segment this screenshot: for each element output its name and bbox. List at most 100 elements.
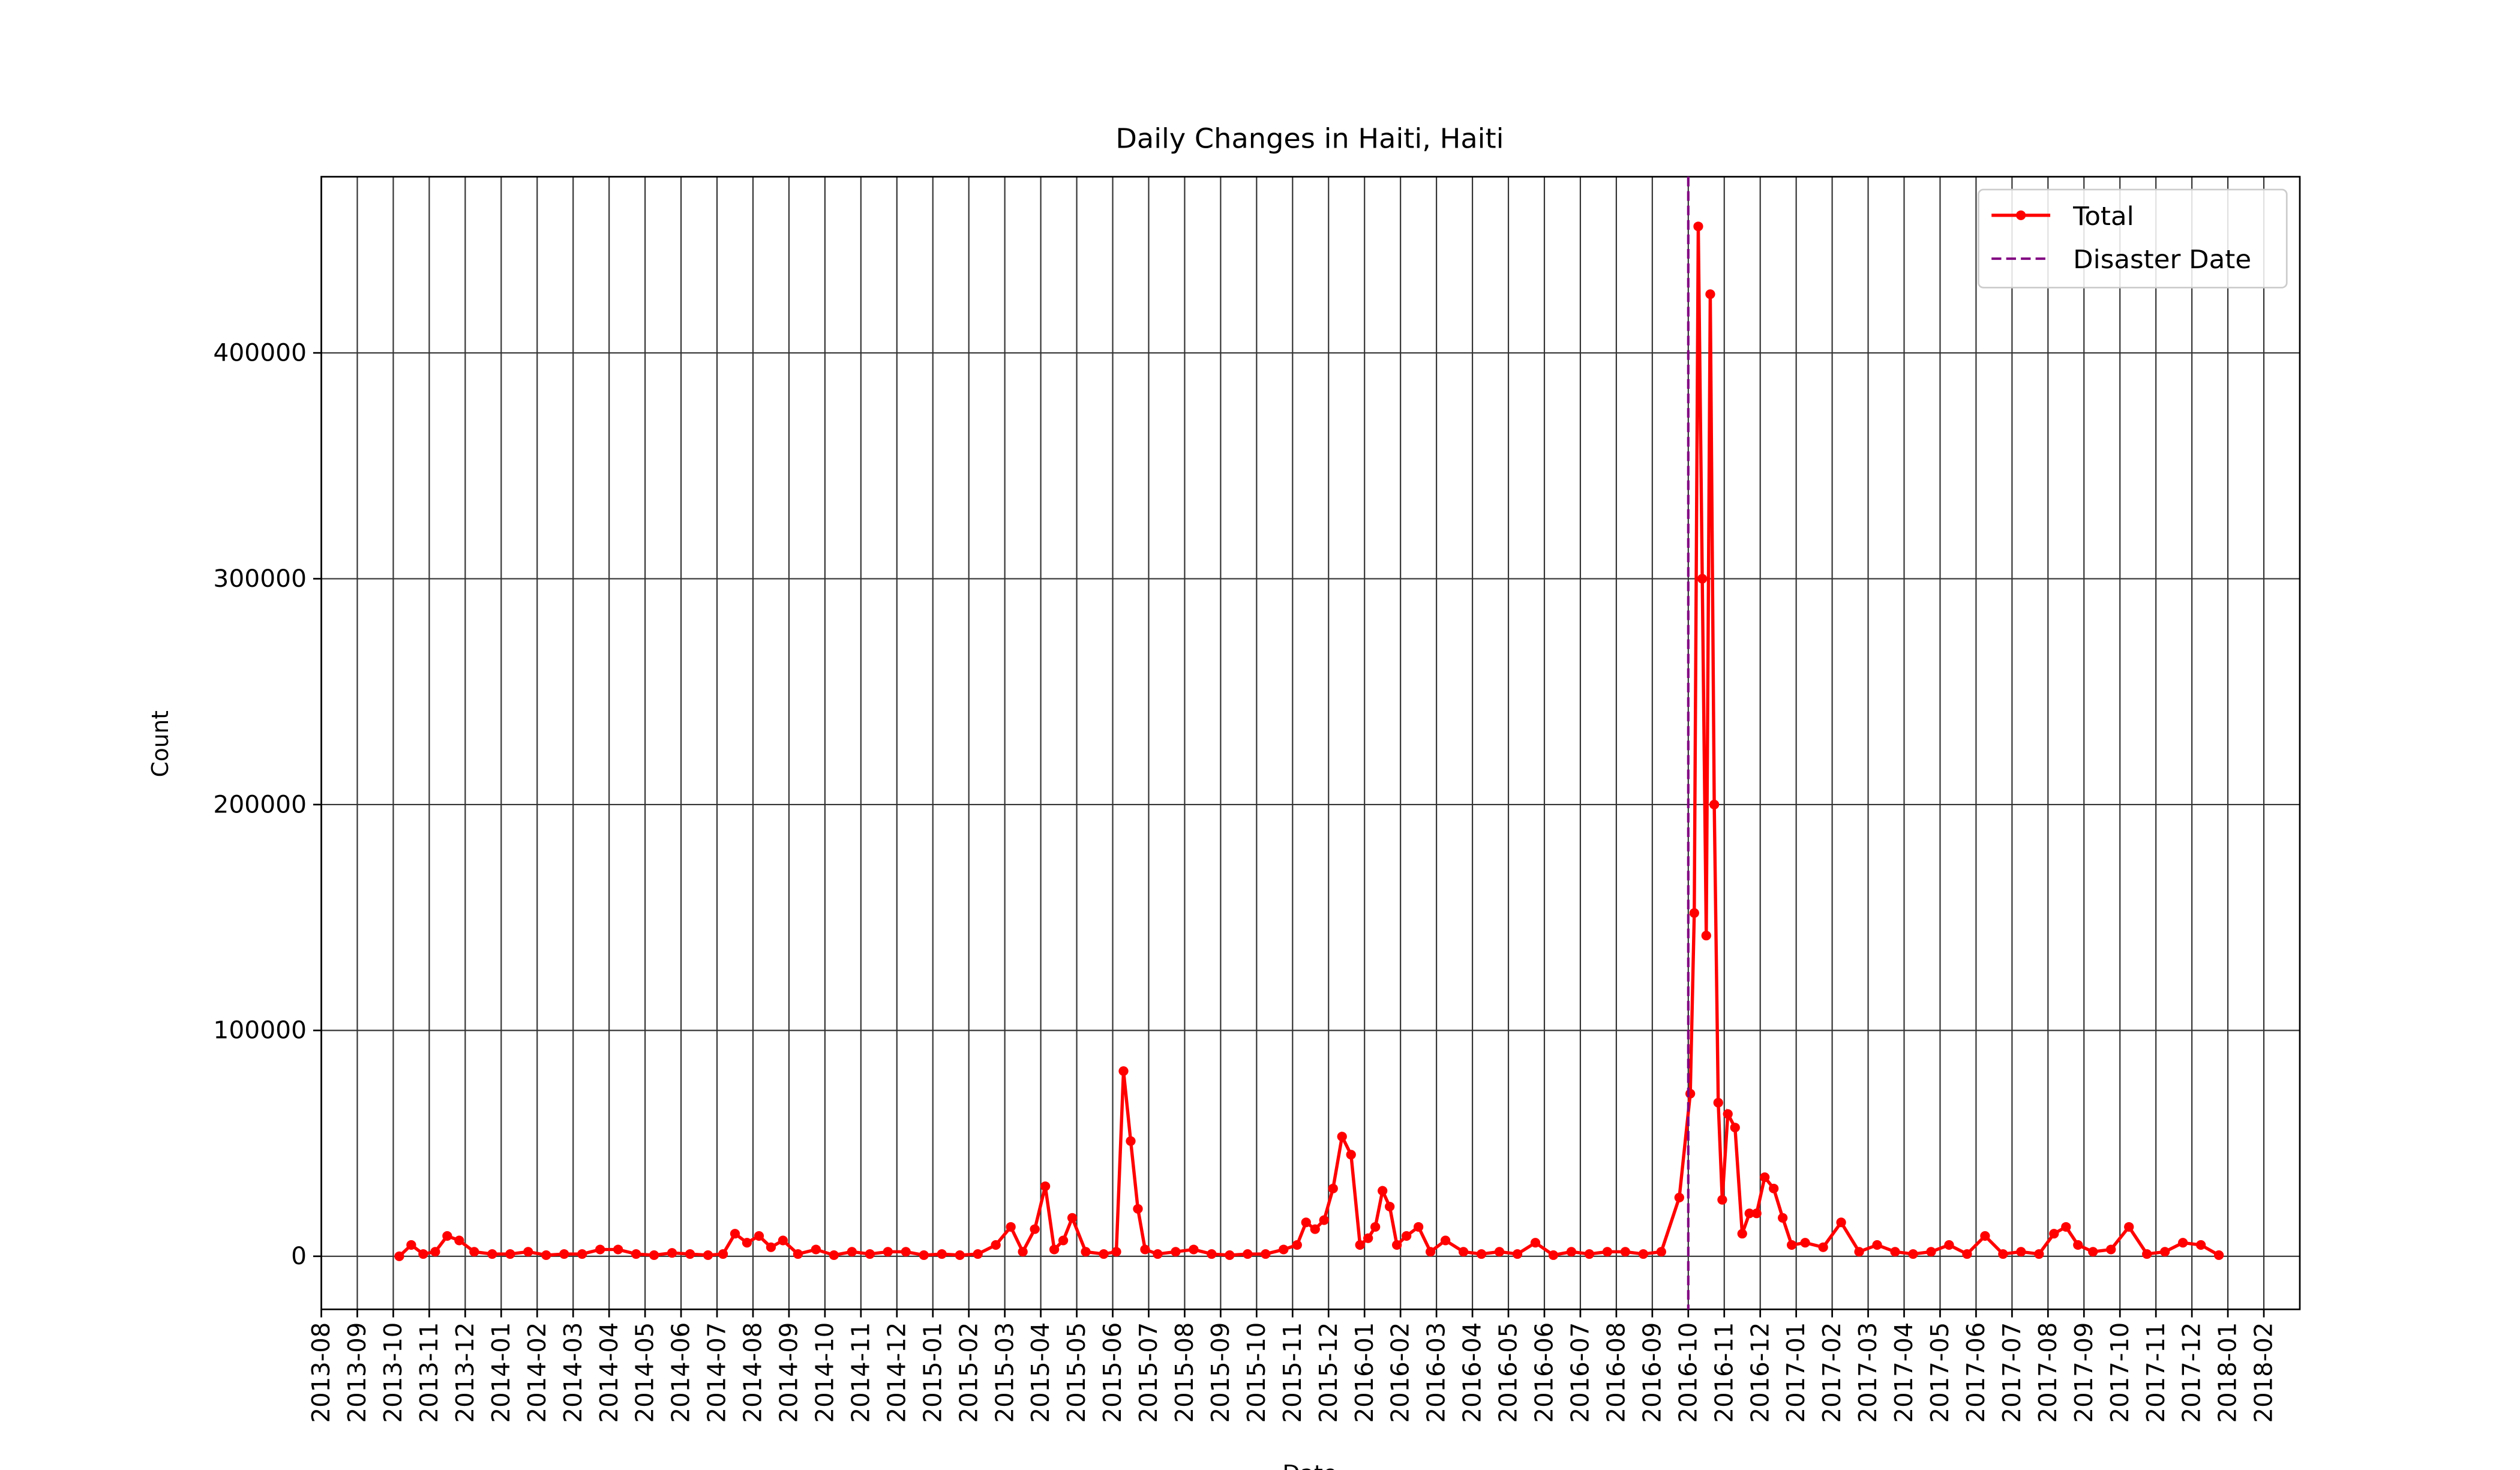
x-tick-label: 2014-05 (630, 1322, 659, 1423)
data-point (1310, 1224, 1320, 1234)
data-point (487, 1249, 497, 1259)
data-point (1006, 1222, 1016, 1232)
data-point (1225, 1250, 1235, 1260)
data-point (1301, 1217, 1311, 1228)
data-point (454, 1235, 464, 1246)
data-point (1425, 1247, 1436, 1257)
data-point (418, 1249, 428, 1259)
data-point (1337, 1132, 1347, 1142)
x-tick-label: 2014-12 (882, 1322, 911, 1423)
data-point (1018, 1247, 1028, 1257)
plot-frame (320, 176, 2301, 1310)
data-point (2034, 1249, 2044, 1259)
data-point (1328, 1183, 1338, 1193)
x-tick-label: 2014-06 (666, 1322, 695, 1423)
data-point (1638, 1249, 1649, 1259)
x-tick-label: 2017-12 (2177, 1322, 2206, 1423)
data-point (1962, 1249, 1972, 1259)
data-point (1674, 1192, 1684, 1202)
legend-label: Disaster Date (2073, 245, 2251, 275)
data-point (406, 1240, 416, 1250)
x-tick-label: 2018-01 (2213, 1322, 2242, 1423)
data-point (595, 1244, 605, 1255)
x-tick-label: 2015-02 (954, 1322, 983, 1423)
data-point (1769, 1183, 1779, 1193)
data-point (754, 1231, 764, 1241)
data-point (730, 1229, 740, 1239)
x-tick-label: 2014-02 (523, 1322, 551, 1423)
data-point (1067, 1213, 1078, 1223)
x-tick-label: 2015-12 (1314, 1322, 1343, 1423)
x-tick-label: 2015-08 (1170, 1322, 1199, 1423)
data-point (901, 1247, 911, 1257)
data-point (1378, 1186, 1388, 1196)
data-point (1111, 1247, 1121, 1257)
x-tick-label: 2016-01 (1350, 1322, 1379, 1423)
data-point (937, 1249, 947, 1259)
x-tick-label: 2013-11 (415, 1322, 443, 1423)
data-point (1363, 1233, 1373, 1243)
chart-title: Daily Changes in Haiti, Haiti (1115, 122, 1504, 155)
data-point (991, 1240, 1001, 1250)
x-tick-label: 2015-06 (1098, 1322, 1127, 1423)
data-point (1370, 1222, 1381, 1232)
x-tick-label: 2015-01 (918, 1322, 947, 1423)
x-tick-label: 2017-02 (1817, 1322, 1846, 1423)
data-point (1118, 1066, 1129, 1076)
x-tick-label: 2013-08 (307, 1322, 335, 1423)
x-tick-label: 2018-02 (2249, 1322, 2278, 1423)
data-point (2213, 1250, 2224, 1260)
data-point (1602, 1247, 1613, 1257)
x-tick-label: 2015-10 (1242, 1322, 1271, 1423)
x-tick-label: 2017-05 (1925, 1322, 1954, 1423)
x-tick-label: 2016-07 (1565, 1322, 1594, 1423)
data-point (1566, 1247, 1577, 1257)
data-point (766, 1242, 776, 1252)
x-tick-label: 2013-12 (451, 1322, 479, 1423)
x-tick-label: 2015-11 (1278, 1322, 1307, 1423)
data-point (1440, 1235, 1451, 1246)
data-point (1980, 1231, 1990, 1241)
x-tick-label: 2015-07 (1134, 1322, 1163, 1423)
x-tick-label: 2015-03 (990, 1322, 1019, 1423)
data-point (1730, 1123, 1740, 1133)
x-axis-label: Date (1282, 1460, 1337, 1470)
data-point (1926, 1247, 1936, 1257)
x-tick-label: 2016-11 (1709, 1322, 1738, 1423)
legend-swatch (2016, 210, 2026, 220)
data-point (1717, 1195, 1727, 1205)
data-point (1049, 1244, 1060, 1255)
data-point (1385, 1201, 1395, 1212)
data-point (1207, 1249, 1217, 1259)
data-point (2073, 1240, 2083, 1250)
data-point (1512, 1249, 1523, 1259)
data-point (1713, 1097, 1723, 1108)
data-point (577, 1249, 587, 1259)
data-point (394, 1251, 404, 1261)
data-point (1058, 1235, 1069, 1246)
data-point (559, 1249, 569, 1259)
x-tick-label: 2014-03 (559, 1322, 587, 1423)
data-point (1171, 1247, 1181, 1257)
data-point (793, 1249, 803, 1259)
data-point (1458, 1247, 1469, 1257)
x-tick-label: 2016-12 (1745, 1322, 1774, 1423)
data-point (1584, 1249, 1595, 1259)
y-tick-label: 400000 (213, 338, 307, 367)
data-point (1189, 1244, 1199, 1255)
data-point (811, 1244, 821, 1255)
data-point (955, 1250, 965, 1260)
data-point (1778, 1213, 1788, 1223)
x-tick-label: 2014-08 (738, 1322, 767, 1423)
data-point (1701, 931, 1711, 941)
data-point (1908, 1249, 1918, 1259)
x-tick-label: 2014-11 (846, 1322, 875, 1423)
x-tick-label: 2014-01 (487, 1322, 515, 1423)
data-point (1709, 799, 1720, 809)
data-point (1133, 1204, 1143, 1214)
x-tick-label: 2015-09 (1206, 1322, 1235, 1423)
data-point (1548, 1250, 1559, 1260)
x-tick-label: 2014-07 (702, 1322, 731, 1423)
data-point (1040, 1181, 1051, 1192)
